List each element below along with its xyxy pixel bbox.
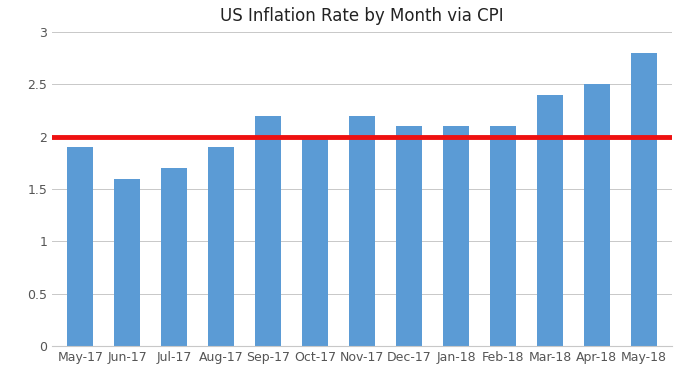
Bar	[584, 85, 610, 346]
Bar	[208, 147, 234, 346]
Bar	[443, 126, 469, 346]
Bar	[631, 53, 657, 346]
Bar	[302, 137, 328, 346]
Bar	[490, 126, 516, 346]
Bar	[162, 168, 187, 346]
Bar	[537, 95, 563, 346]
Bar	[349, 116, 375, 346]
Title: US Inflation Rate by Month via CPI: US Inflation Rate by Month via CPI	[220, 7, 504, 25]
Bar	[67, 147, 93, 346]
Bar	[396, 126, 422, 346]
Bar	[255, 116, 281, 346]
Bar	[114, 179, 141, 346]
